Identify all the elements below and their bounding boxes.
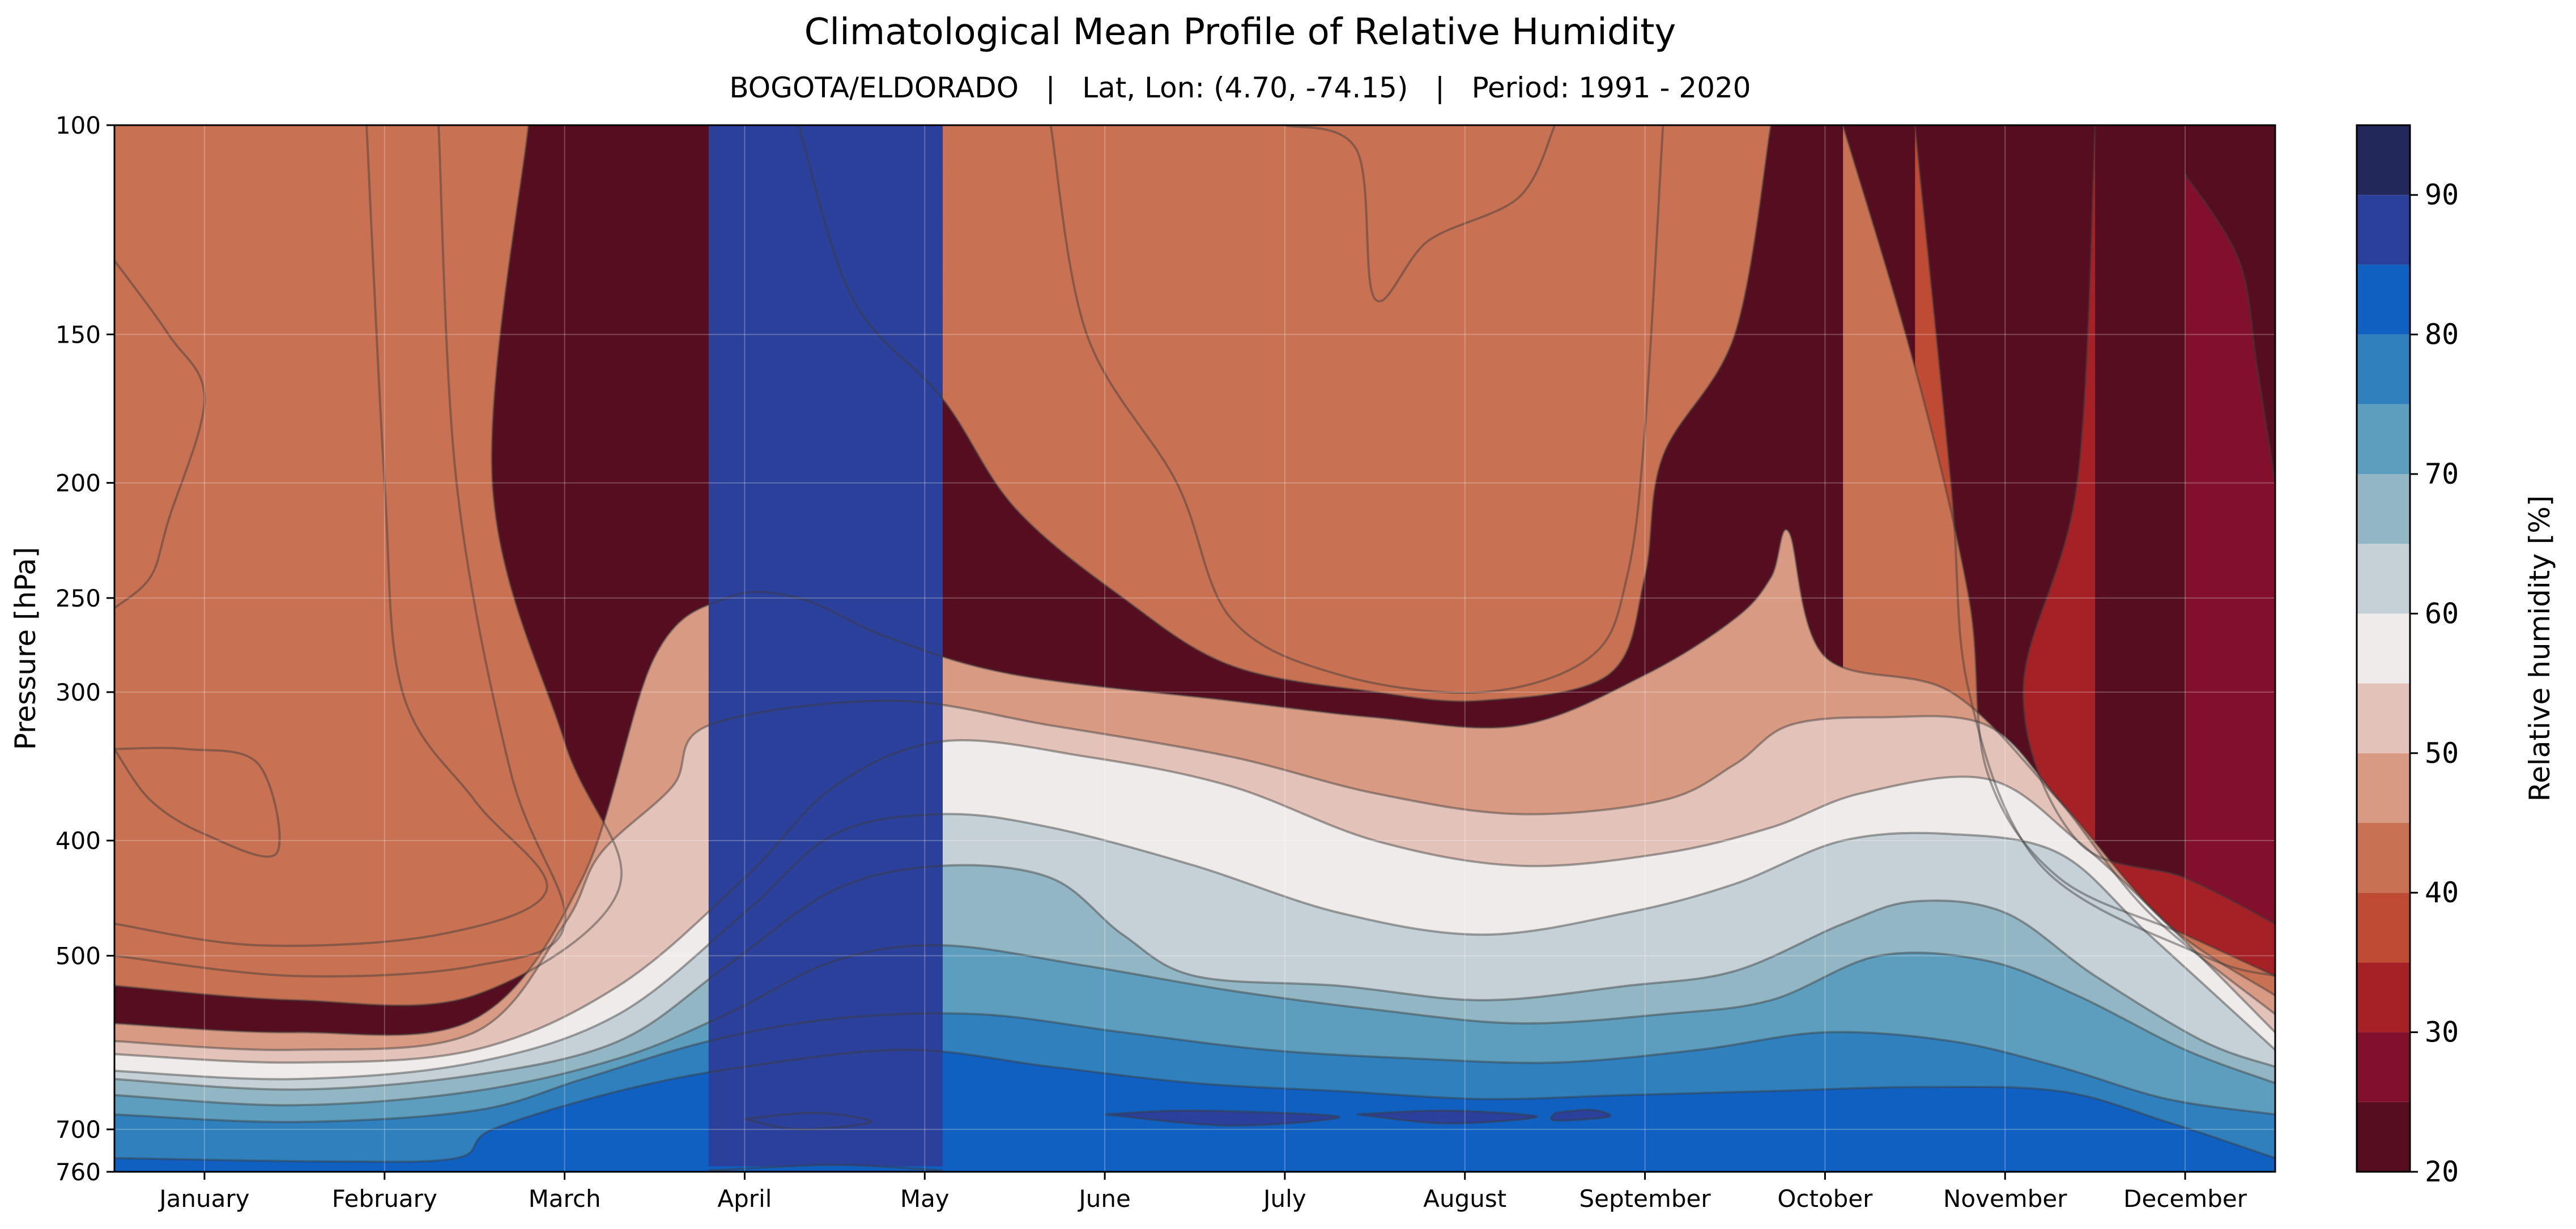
colorbar-frame	[2356, 124, 2411, 1173]
contour-line-40-1	[797, 125, 1773, 703]
contour-line-30-2	[2021, 125, 2275, 925]
contour-fill-85-3	[1551, 1109, 1611, 1121]
colorbar-tick-label-50: 50	[2425, 737, 2459, 770]
chart-title: Climatological Mean Profile of Relative …	[804, 11, 1676, 53]
colorbar-segment-85	[2357, 195, 2410, 265]
contour-line-55-0	[114, 739, 2275, 1064]
contour-fill-40-0	[114, 125, 621, 1006]
contour-line-75-0	[114, 1012, 2275, 1124]
contour-line-25-1	[114, 746, 281, 858]
x-axis: January February March April May June July Augu…	[157, 1172, 2247, 1213]
contour-fill-85-1	[1105, 1110, 1339, 1126]
colorbar-tick-label-30: 30	[2425, 1016, 2459, 1049]
colorbar-segment-30	[2357, 962, 2410, 1032]
colorbar-segment-75	[2357, 334, 2410, 404]
colorbar-tick-label-80: 80	[2425, 318, 2459, 351]
x-tick-label-10: November	[1943, 1185, 2067, 1213]
colorbar-tick-label-70: 70	[2425, 458, 2459, 490]
y-tick-label-300: 300	[56, 678, 101, 706]
colorbar-tick-label-90: 90	[2425, 178, 2459, 211]
contour-line-85-0	[744, 1111, 872, 1131]
y-tick-label-250: 250	[56, 584, 101, 612]
contour-line-85-2	[1356, 1109, 1538, 1125]
y-tick-label-500: 500	[56, 942, 101, 970]
contour-line-85-3	[1549, 1108, 1612, 1122]
colorbar-tick-label-20: 20	[2425, 1155, 2459, 1188]
contour-line-80-0	[114, 1048, 2275, 1163]
y-tick-label-760: 760	[56, 1158, 101, 1186]
contour-line-35-1	[1049, 125, 1664, 694]
contour-fill-85-4	[708, 125, 943, 1171]
contour-line-40-2	[1842, 125, 2275, 978]
colorbar-segment-70	[2357, 404, 2410, 474]
x-tick-label-3: April	[717, 1185, 772, 1213]
contour-line-25-2	[2184, 173, 2275, 483]
y-tick-label-700: 700	[56, 1116, 101, 1143]
colorbar-segment-90	[2357, 125, 2410, 195]
colorbar-tick-label-60: 60	[2425, 597, 2459, 630]
colorbar-segment-20	[2357, 1102, 2410, 1172]
colorbar-segment-55	[2357, 613, 2410, 684]
surface-band	[114, 1166, 2275, 1172]
contour-line-35-0	[114, 125, 567, 978]
contour-line-40-0	[114, 125, 623, 1007]
contour-fill-40-1	[798, 125, 1772, 702]
contour-line-45-0	[114, 528, 2275, 1036]
colorbar: 20 30 40 50 60 70 80 90	[2356, 124, 2459, 1188]
y-axis-label: Pressure [hPa]	[9, 547, 42, 750]
contour-fill-30-2	[2023, 125, 2275, 1172]
chart-subtitle: BOGOTA/ELDORADO | Lat, Lon: (4.70, -74.1…	[729, 71, 1751, 104]
contour-line-85-1	[1104, 1109, 1340, 1127]
y-tick-label-400: 400	[56, 827, 101, 855]
y-tick-label-200: 200	[56, 470, 101, 497]
x-tick-label-0: January	[157, 1185, 249, 1213]
colorbar-segment-65	[2357, 474, 2410, 544]
x-tick-label-11: December	[2123, 1185, 2247, 1213]
y-tick-label-100: 100	[56, 112, 101, 139]
x-tick-label-9: October	[1777, 1185, 1873, 1213]
y-axis: 100 150 200 250 300 400 500 700 760	[56, 112, 114, 1186]
contour-line-60-0	[114, 813, 2275, 1081]
contour-line-25-0	[114, 259, 206, 609]
contour-fill-85-2	[1357, 1110, 1537, 1124]
colorbar-tick-label-40: 40	[2425, 876, 2459, 909]
contour-line-65-0	[114, 864, 2275, 1091]
colorbar-segment-45	[2357, 753, 2410, 823]
y-tick-label-150: 150	[56, 321, 101, 348]
contour-line-30-0	[114, 125, 548, 947]
x-tick-label-6: July	[1262, 1185, 1306, 1213]
plot-area	[113, 124, 2276, 1173]
grid-lines	[114, 125, 2275, 1172]
colorbar-segment-40	[2357, 823, 2410, 893]
contour-line-70-0	[114, 944, 2275, 1107]
contour-fills	[114, 125, 2275, 1172]
colorbar-segment-50	[2357, 683, 2410, 753]
contour-line-30-1	[1284, 125, 1556, 302]
plot-frame	[113, 124, 2276, 1173]
x-tick-label-5: June	[1077, 1185, 1130, 1213]
colorbar-segment-35	[2357, 893, 2410, 963]
contour-line-50-0	[114, 699, 2275, 1051]
x-tick-label-7: August	[1423, 1185, 1506, 1213]
contour-line-35-2	[1914, 125, 2275, 978]
contour-lines	[114, 125, 2275, 1172]
colorbar-segment-60	[2357, 544, 2410, 614]
x-tick-label-1: February	[332, 1185, 437, 1213]
colorbar-segment-80	[2357, 264, 2410, 335]
x-tick-label-8: September	[1579, 1185, 1711, 1213]
contour-line-85-4	[708, 1163, 943, 1172]
x-tick-label-4: May	[900, 1185, 949, 1213]
colorbar-segment-25	[2357, 1032, 2410, 1102]
colorbar-label: Relative humidity [%]	[2523, 496, 2556, 802]
x-tick-label-2: March	[529, 1185, 601, 1213]
